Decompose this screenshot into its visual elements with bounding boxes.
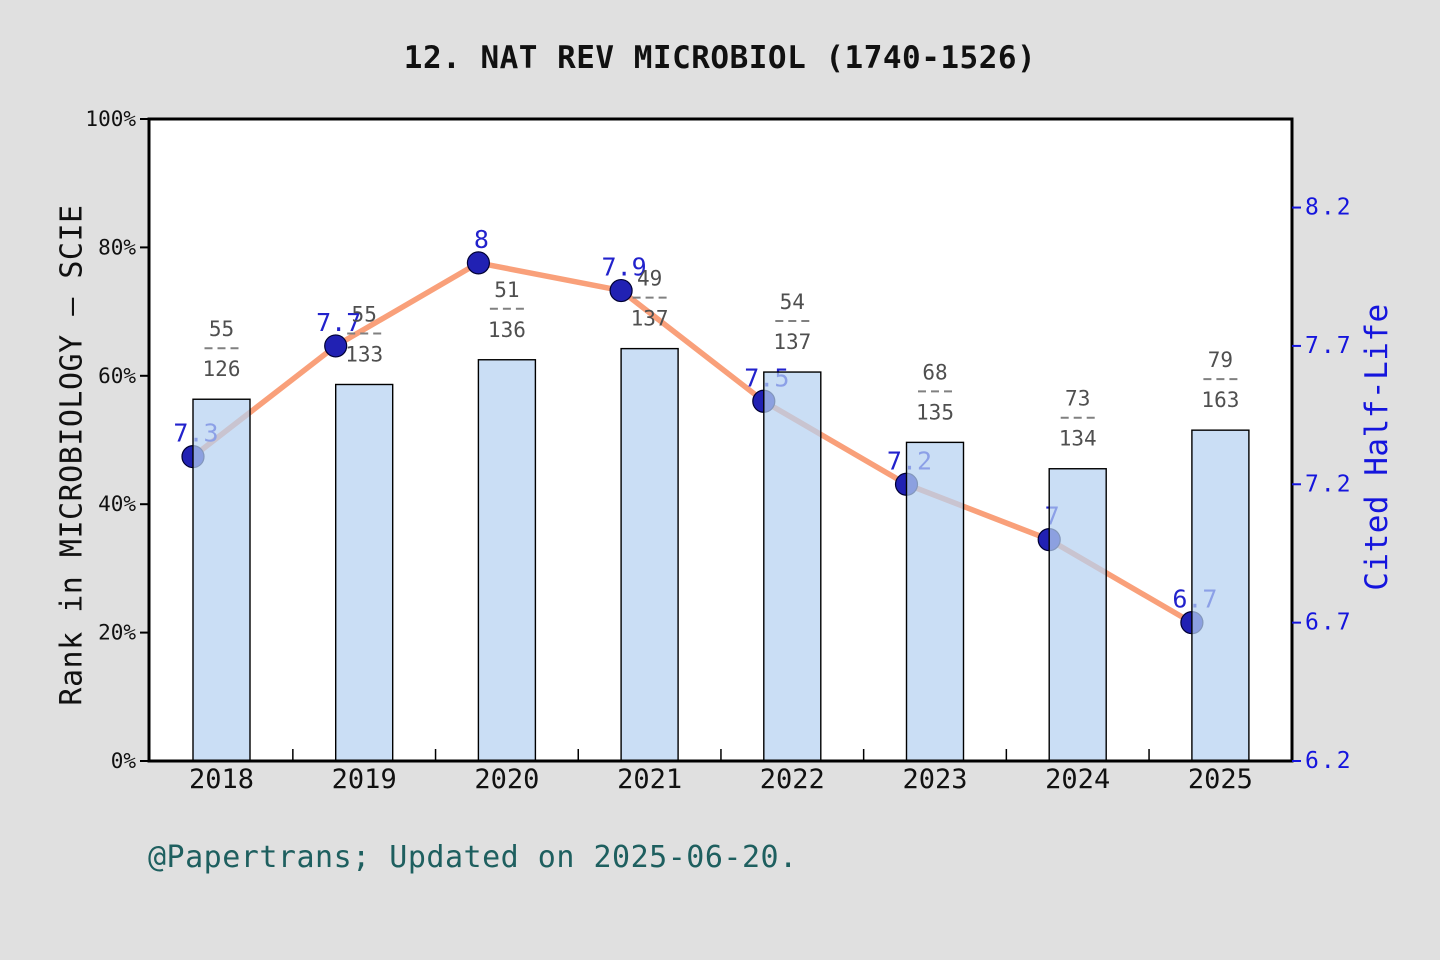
x-tick-label-2020: 2020 (474, 764, 539, 795)
rank-denominator-2021: 137 (631, 307, 669, 331)
rank-bar-2019 (335, 383, 394, 762)
left-tick-label: 40% (98, 492, 136, 516)
left-tick-label: 20% (98, 621, 136, 645)
line-marker-2019 (324, 334, 348, 358)
rank-denominator-2022: 137 (773, 330, 811, 354)
cited-half-life-line (190, 260, 1195, 626)
left-tick-label: 0% (111, 749, 137, 773)
rank-denominator-2019: 133 (345, 342, 383, 366)
x-tick-label-2021: 2021 (617, 764, 682, 795)
right-tick-label: 8.2 (1305, 195, 1353, 221)
x-tick-label-2025: 2025 (1188, 764, 1253, 795)
rank-numerator-2023: 68 (922, 360, 947, 384)
value-label-2021: 7.9 (602, 253, 647, 282)
left-tick-label: 100% (85, 107, 136, 131)
rank-bar-2024 (1048, 468, 1107, 762)
rank-denominator-2023: 135 (916, 400, 954, 424)
rank-denominator-2018: 126 (203, 357, 241, 381)
left-tick-label: 60% (98, 364, 136, 388)
x-tick-label-2023: 2023 (902, 764, 967, 795)
rank-numerator-2018: 55 (209, 317, 234, 341)
x-tick-label-2022: 2022 (760, 764, 825, 795)
rank-bar-2025 (1191, 429, 1250, 762)
rank-bar-2021 (620, 347, 679, 762)
chart-title: 12. NAT REV MICROBIOL (1740-1526) (403, 40, 1037, 76)
rank-numerator-2022: 54 (780, 290, 805, 314)
rank-numerator-2025: 79 (1208, 348, 1233, 372)
rank-denominator-2020: 136 (488, 318, 526, 342)
right-tick-label: 7.2 (1305, 471, 1353, 497)
footer-attribution: @Papertrans; Updated on 2025-06-20. (148, 840, 798, 875)
rank-numerator-2019: 55 (352, 302, 377, 326)
rank-numerator-2024: 73 (1065, 387, 1090, 411)
rank-denominator-2024: 134 (1059, 427, 1097, 451)
value-label-2019: 7.7 (316, 308, 361, 337)
right-tick-label: 6.2 (1305, 748, 1353, 774)
rank-numerator-2021: 49 (637, 267, 662, 291)
right-tick-label: 6.7 (1305, 610, 1353, 636)
rank-bar-2020 (477, 359, 537, 762)
rank-bar-2018 (192, 398, 251, 762)
rank-denominator-2025: 163 (1201, 388, 1239, 412)
line-marker-2020 (466, 251, 490, 275)
rank-numerator-2020: 51 (494, 278, 519, 302)
line-marker-2021 (609, 278, 633, 303)
right-tick-label: 7.7 (1305, 333, 1353, 359)
value-label-2020: 8 (474, 225, 489, 254)
rank-bar-2022 (763, 371, 822, 762)
x-tick-label-2019: 2019 (332, 764, 397, 795)
plot-background (149, 119, 1292, 761)
x-tick-label-2018: 2018 (189, 764, 254, 795)
rank-bar-2023 (905, 441, 965, 762)
plot-frame (147, 117, 1294, 763)
x-tick-label-2024: 2024 (1045, 764, 1110, 795)
left-tick-label: 80% (98, 235, 136, 259)
